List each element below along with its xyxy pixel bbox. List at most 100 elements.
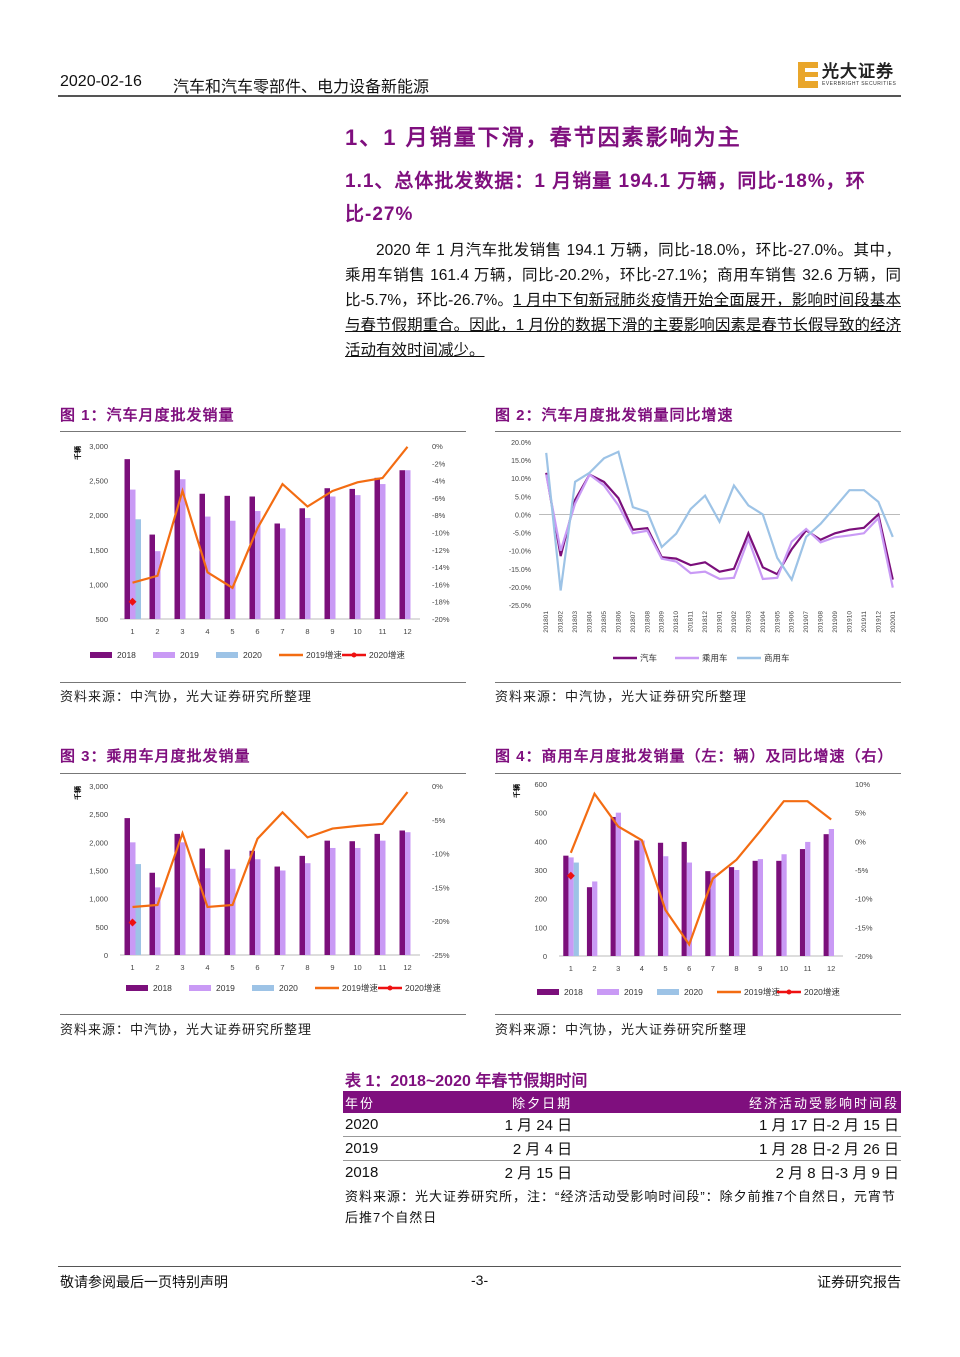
y2-tick-label: -20% <box>432 917 450 926</box>
bar-2018 <box>374 833 380 955</box>
figure-2-bottom-rule <box>495 682 901 683</box>
line-汽车 <box>545 472 894 580</box>
figure-3-bottom-rule <box>60 1014 466 1015</box>
y-tick-label: 500 <box>534 809 547 818</box>
legend-label-2019: 2019 <box>180 650 199 660</box>
bar-2018 <box>274 866 280 955</box>
y-tick-label: -20.0% <box>509 585 531 592</box>
y2-tick-label: -2% <box>432 459 446 468</box>
bar-2018 <box>799 849 806 956</box>
y2-tick-label: 0% <box>855 837 866 846</box>
x-tick-label: 5 <box>230 627 234 636</box>
y-tick-label: -25.0% <box>509 603 531 610</box>
x-tick-label: 201903 <box>745 611 752 633</box>
x-tick-label: 201902 <box>731 611 738 633</box>
x-tick-label: 201805 <box>601 611 608 633</box>
y-tick-label: 2,500 <box>89 477 108 486</box>
x-tick-label: 201909 <box>832 611 839 633</box>
bar-2018 <box>823 834 829 956</box>
x-tick-label: 201807 <box>630 611 637 633</box>
y2-tick-label: -20% <box>855 952 873 961</box>
x-tick-label: 8 <box>305 963 309 972</box>
x-tick-label: 2 <box>155 627 159 636</box>
legend-label-乘用车: 乘用车 <box>702 653 728 663</box>
bar-2018 <box>199 848 205 955</box>
y-tick-label: -10.0% <box>509 549 531 556</box>
logo-text-cn: 光大证券 <box>822 62 894 82</box>
bar-2018 <box>728 867 735 956</box>
x-tick-label: 12 <box>403 627 411 636</box>
y-tick-label: 1,000 <box>89 895 108 904</box>
y-tick-label: 400 <box>534 837 547 846</box>
y-tick-label: 20.0% <box>511 440 531 447</box>
x-tick-label: 3 <box>180 627 184 636</box>
bar-2018 <box>349 488 355 619</box>
figure-2-top-rule <box>495 431 901 432</box>
bar-2019 <box>305 863 311 955</box>
y2-tick-label: -10% <box>855 895 873 904</box>
x-tick-label: 1 <box>569 964 573 973</box>
figure-1-bottom-rule <box>60 682 466 683</box>
y-tick-label: 0.0% <box>515 512 531 519</box>
legend-label-2020: 2020 <box>279 983 298 993</box>
cell-period: 2 月 8 日-3 月 9 日 <box>775 1165 899 1182</box>
bar-2019 <box>130 489 136 619</box>
x-tick-label: 4 <box>205 627 209 636</box>
bar-2018 <box>299 855 305 955</box>
cell-year: 2020 <box>343 1113 423 1137</box>
bar-2019 <box>734 870 740 956</box>
y2-tick-label: -18% <box>432 598 450 607</box>
bar-2018 <box>610 816 616 956</box>
marker-2020增速 <box>566 871 575 880</box>
body-paragraph: 2020 年 1 月汽车批发销售 194.1 万辆，同比-18.0%，环比-27… <box>345 238 901 363</box>
table-title: 表 1：2018~2020 年春节假期时间 <box>345 1073 588 1090</box>
x-tick-label: 7 <box>280 963 284 972</box>
x-tick-label: 202001 <box>890 611 897 633</box>
legend-label-2019: 2019 <box>216 983 235 993</box>
cell-period: 1 月 28 日-2 月 26 日 <box>574 1136 901 1161</box>
x-tick-label: 8 <box>305 627 309 636</box>
report-date: 2020-02-16 <box>60 73 142 90</box>
y-tick-label: 2,000 <box>89 511 108 520</box>
bar-2019 <box>255 511 261 619</box>
bar-2018 <box>299 508 305 619</box>
x-tick-label: 3 <box>180 963 184 972</box>
bar-2019 <box>180 479 186 619</box>
figure-3-title: 图 3：乘用车月度批发销量 <box>60 748 251 765</box>
legend-label-汽车: 汽车 <box>640 653 657 663</box>
x-tick-label: 2 <box>155 963 159 972</box>
legend-swatch-2018 <box>126 985 148 991</box>
x-tick-label: 201907 <box>803 611 810 633</box>
y2-tick-label: -6% <box>432 494 446 503</box>
x-tick-label: 201803 <box>572 611 579 633</box>
legend-label-2020增速: 2020增速 <box>804 987 840 997</box>
x-tick-label: 3 <box>616 964 620 973</box>
legend-swatch-2019 <box>597 989 619 995</box>
bar-2018 <box>681 841 687 956</box>
figure-3-chart: 0 500 1,000 1,500 2,000 2,500 3,000 0% -5% -10% -1… <box>73 782 450 993</box>
x-tick-label: 201904 <box>760 611 767 633</box>
y-tick-label: 3,000 <box>89 442 108 451</box>
bar-2019 <box>568 857 574 956</box>
bar-2018 <box>274 523 280 619</box>
legend-label-2019增速: 2019增速 <box>744 987 780 997</box>
x-tick-label: 6 <box>687 964 691 973</box>
section-heading: 1、1 月销量下滑，春节因素影响为主 <box>345 125 742 150</box>
y-tick-label: -15.0% <box>509 567 531 574</box>
report-sector: 汽车和汽车零部件、电力设备新能源 <box>173 79 430 96</box>
header-divider <box>58 95 901 97</box>
y2-tick-label: 0% <box>432 442 443 451</box>
figure-4-top-rule <box>495 773 901 774</box>
table-note: 资料来源：光大证券研究所，注：“经济活动受影响时间段”：除夕前推7个自然日，元宵… <box>345 1189 896 1225</box>
bar-2019 <box>305 517 311 619</box>
bar-2018 <box>174 833 180 955</box>
figure-2-source: 资料来源：中汽协，光大证券研究所整理 <box>495 689 748 704</box>
bar-2018 <box>249 850 255 955</box>
x-tick-label: 11 <box>379 963 387 972</box>
logo-text-en: EVERBRIGHT SECURITIES <box>822 81 897 87</box>
bar-2019 <box>805 841 811 956</box>
marker-2020增速 <box>128 918 137 927</box>
bar-2019 <box>280 870 286 955</box>
bar-2019 <box>405 832 411 955</box>
y-tick-label: 500 <box>95 923 108 932</box>
